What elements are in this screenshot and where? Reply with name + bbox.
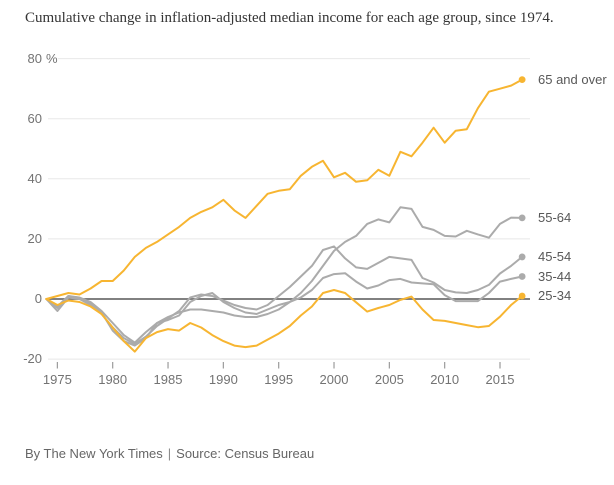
series-line-45-54 bbox=[45, 245, 524, 346]
chart-title: Cumulative change in inflation-adjusted … bbox=[25, 10, 554, 26]
series-line-65-and-over bbox=[45, 78, 524, 300]
series-end-dot-45-54 bbox=[518, 253, 526, 261]
series-line-55-64 bbox=[45, 206, 524, 344]
footer-separator: | bbox=[167, 446, 172, 461]
series-line-25-34 bbox=[45, 289, 524, 353]
byline: By The New York Times bbox=[25, 446, 163, 461]
chart-footer: By The New York Times | Source: Census Bur… bbox=[25, 446, 314, 461]
series-end-dot-25-34 bbox=[518, 292, 526, 300]
series-end-dot-65-and-over bbox=[518, 76, 526, 84]
source-credit: Source: Census Bureau bbox=[176, 446, 315, 461]
series-end-dot-35-44 bbox=[518, 273, 526, 280]
series-end-dot-55-64 bbox=[518, 214, 526, 222]
